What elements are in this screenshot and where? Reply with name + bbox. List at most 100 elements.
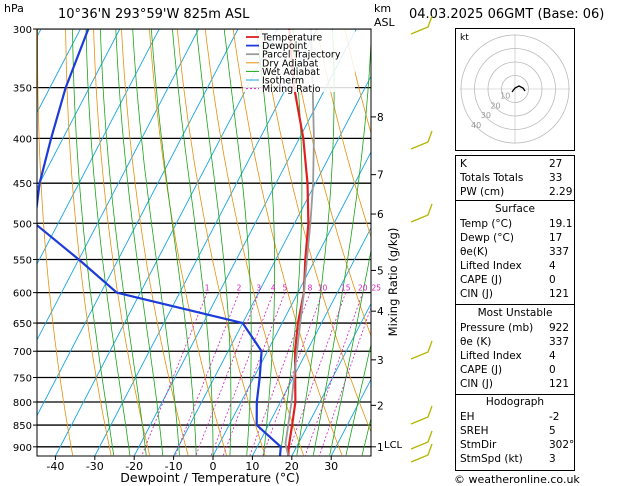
wet-adiabat-line <box>361 416 371 456</box>
plot-frame <box>36 28 372 457</box>
mixing-ratio-label: 2 <box>237 284 242 293</box>
km-tick-label: 3 <box>377 355 384 367</box>
pressure-tick-label: 900 <box>13 443 32 454</box>
dry-adiabat-line <box>429 29 455 455</box>
km-tick-label: 2 <box>377 400 384 412</box>
pressure-tick-label: 700 <box>13 347 32 358</box>
most-unstable-heading: Most Unstable <box>477 307 553 319</box>
mixing-ratio-line <box>195 292 260 456</box>
profiles <box>37 29 315 456</box>
wet-adiabat-line <box>115 29 164 456</box>
temperature-tick-label: 30 <box>324 460 338 473</box>
surface-label: Dewp (°C) <box>460 232 514 244</box>
surface-value: 337 <box>549 246 570 258</box>
wet-adiabat-line <box>72 29 115 456</box>
temperature-tick-label: 0 <box>210 460 217 473</box>
hodograph-unit: kt <box>460 33 469 43</box>
pressure-tick-label: 550 <box>13 256 32 267</box>
surface-row: Temp (°C) 19.1 <box>460 218 572 231</box>
surface-label: Temp (°C) <box>460 218 513 230</box>
hodograph-row: StmDir 302° <box>460 439 574 452</box>
most-unstable-value: 922 <box>549 322 570 334</box>
indices-panel: K 27 Totals Totals 33 PW (cm) 2.29 Surface Te… <box>455 155 575 471</box>
isotherm-line <box>37 29 121 190</box>
temperature-tick-label: -30 <box>86 460 104 473</box>
isotherm-line <box>212 151 371 456</box>
pressure-tick-label: 850 <box>13 421 32 432</box>
mixing-ratio-label: 3 <box>256 284 261 293</box>
mixing-ratio-label: 15 <box>341 284 351 293</box>
dry-adiabat-line <box>176 29 266 456</box>
km-tick-label: 5 <box>377 265 384 277</box>
most-unstable-value: 4 <box>549 350 556 362</box>
hodograph-value: 5 <box>549 425 556 437</box>
mixing-ratio-label: 8 <box>308 284 313 293</box>
mixing-ratio-line <box>287 292 347 456</box>
isotherm-line <box>37 29 160 266</box>
most-unstable-label: Pressure (mb) <box>460 322 534 334</box>
dry-adiabat-line <box>232 29 343 456</box>
mixing-ratio-label: 5 <box>282 284 287 293</box>
mixing-ratio-line <box>223 292 286 456</box>
temperature-tick-label: 10 <box>245 460 259 473</box>
series-line-temperature <box>287 29 310 456</box>
hodograph-ring-label: 20 <box>490 101 500 110</box>
mixing-ratio-line <box>262 292 323 456</box>
surface-label: CIN (J) <box>460 288 493 300</box>
pressure-tick-label: 650 <box>13 319 32 330</box>
surface-row: CIN (J) 121 <box>460 288 570 301</box>
km-tick-label: 8 <box>377 112 384 124</box>
isotherm-line <box>410 29 455 456</box>
dry-adiabat-line <box>121 29 189 456</box>
most-unstable-label: θe (K) <box>460 336 492 348</box>
pressure-tick-label: 450 <box>13 179 32 190</box>
mixing-ratio-axis-label: Mixing Ratio (g/kg) <box>386 228 400 337</box>
thermo-grid <box>0 29 455 456</box>
index-row: K 27 <box>460 158 570 171</box>
pressure-tick-label: 350 <box>13 84 32 95</box>
hodograph-value: 3 <box>549 453 556 465</box>
surface-value: 121 <box>549 288 570 300</box>
isotherm-line <box>37 29 81 114</box>
legend-entry: Temperature <box>261 33 322 44</box>
hodograph-ring-label: 40 <box>471 121 481 130</box>
km-tick-label: 1 <box>377 442 384 454</box>
legend-entry: Wet Adiabat <box>262 67 320 78</box>
wind-barbs <box>410 15 433 463</box>
legend-entry: Dry Adiabat <box>262 58 319 69</box>
index-value: 2.29 <box>549 186 573 198</box>
wet-adiabat-line <box>223 29 252 456</box>
wet-adiabat-line <box>256 29 275 456</box>
temperature-tick-label: -40 <box>46 460 64 473</box>
dry-adiabat-line <box>260 29 371 434</box>
skewt-diagram: 1 2 3 4 5 8 10 15 20 2530035040045050055060065070… <box>0 15 455 485</box>
most-unstable-label: Lifted Index <box>460 350 522 362</box>
surface-heading: Surface <box>494 203 535 215</box>
temperature-tick-label: 20 <box>285 460 299 473</box>
wet-adiabat-line <box>329 248 371 456</box>
mixing-ratio-line <box>305 292 364 456</box>
mixing-ratio-line <box>210 292 274 456</box>
wet-adiabat-line <box>151 29 197 456</box>
wet-adiabat-line <box>85 29 131 456</box>
wind-barb <box>410 443 433 463</box>
surface-value: 4 <box>549 260 556 272</box>
hodograph-value: 302° <box>549 439 575 451</box>
index-label: K <box>460 158 467 170</box>
wet-adiabat-line <box>345 342 371 456</box>
hodograph-panel: 40 30 20 10 kt <box>455 28 575 151</box>
isotherm-line <box>0 29 2 456</box>
wet-adiabat-line <box>279 29 303 456</box>
hodograph-ring-label: 30 <box>481 111 491 120</box>
lcl-label: LCL <box>384 440 403 451</box>
index-value: 27 <box>549 158 563 170</box>
most-unstable-row: Lifted Index 4 <box>460 350 570 363</box>
km-tick-label: 4 <box>377 306 384 318</box>
legend-entry: Dewpoint <box>262 41 307 52</box>
pressure-tick-label: 800 <box>13 398 32 409</box>
most-unstable-row: Pressure (mb) 922 <box>460 322 570 335</box>
wet-adiabat-line <box>196 29 232 456</box>
index-value: 33 <box>549 172 563 184</box>
